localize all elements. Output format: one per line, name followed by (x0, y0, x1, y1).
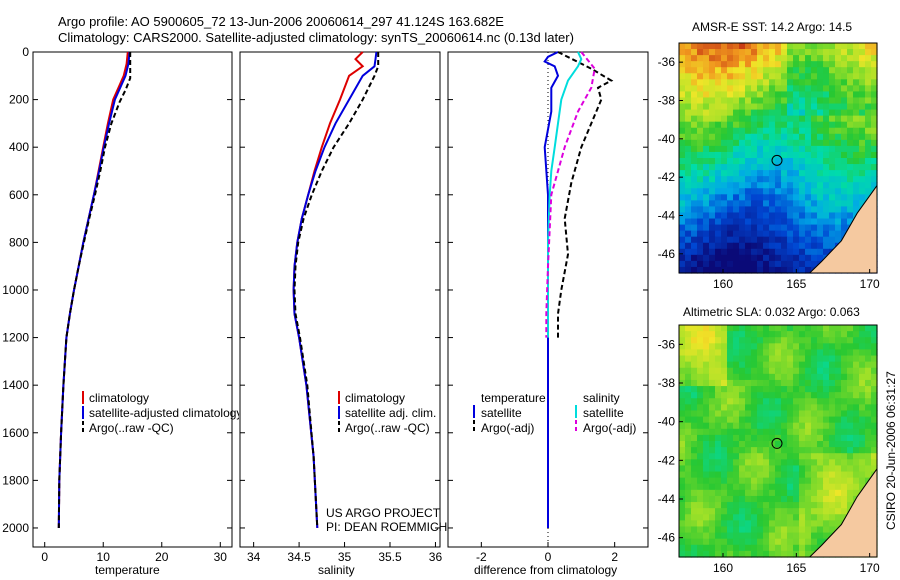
series-salinity-argo-adj- (545, 51, 596, 338)
map-y-tick-label: -38 (658, 94, 676, 108)
sla-map-panel: 160 165 170 -36 -38 -40 -42 -44 -46 (658, 324, 880, 575)
map-y-tick-label: -38 (658, 376, 676, 390)
legend-diff-salinity: salinity (583, 391, 620, 405)
x-tick-label: 0 (41, 550, 48, 564)
map-y-tick-label: -44 (658, 492, 676, 506)
y-tick-label: 200 (9, 93, 29, 107)
legend-diff-sal-satellite: satellite (583, 406, 624, 420)
y-tick-label: 400 (9, 140, 29, 154)
x-tick-label: 0 (545, 550, 552, 564)
map-y-tick-label: -36 (658, 55, 676, 69)
map-x-tick-label: 160 (713, 277, 733, 291)
map-x-tick-label: 160 (713, 561, 733, 575)
legend-diff-temperature: temperature (481, 391, 546, 405)
legend-sal-satellite: satellite adj. clim. (345, 406, 437, 420)
y-tick-label: 1000 (2, 283, 29, 297)
salinity-axis-label: salinity (318, 563, 355, 577)
map-y-tick-label: -46 (658, 531, 676, 545)
x-tick-label: -2 (476, 550, 487, 564)
map-y-tick-label: -42 (658, 170, 676, 184)
map-x-tick-label: 165 (786, 561, 806, 575)
y-tick-label: 1200 (2, 331, 29, 345)
y-tick-label: 1600 (2, 426, 29, 440)
legend-climatology: climatology (89, 391, 150, 405)
y-tick-label: 800 (9, 235, 29, 249)
salinity-panel: 34 34.5 35 35.5 36 (239, 51, 443, 564)
series-argo-raw-qc- (57, 52, 132, 529)
project-pi: PI: DEAN ROEMMICH (326, 520, 448, 534)
x-tick-label: 30 (214, 550, 228, 564)
timestamp-stamp: CSIRO 20-Jun-2006 06:31:27 (884, 371, 898, 530)
y-tick-label: 2000 (2, 521, 29, 535)
argo-location-marker (771, 154, 783, 166)
legend-diff-sal-argo: Argo(-adj) (583, 421, 637, 435)
map-y-tick-label: -40 (658, 415, 676, 429)
difference-axis-label: difference from climatology (474, 563, 618, 577)
map-y-tick-label: -40 (658, 132, 676, 146)
difference-legend (473, 405, 577, 433)
sst-map-panel: 160 165 170 -36 -38 -40 -42 -44 -46 (658, 42, 880, 291)
temperature-axis-label: temperature (95, 563, 160, 577)
header-title: Argo profile: AO 5900605_72 13-Jun-2006 … (58, 14, 504, 29)
sla-map-title: Altimetric SLA: 0.032 Argo: 0.063 (683, 305, 860, 319)
series-temperature-argo-adj- (557, 51, 614, 338)
legend-diff-temp-argo: Argo(-adj) (481, 421, 535, 435)
legend-sal-climatology: climatology (345, 391, 406, 405)
legend-diff-temp-satellite: satellite (481, 406, 522, 420)
x-tick-label: 10 (97, 550, 111, 564)
map-y-tick-label: -44 (658, 209, 676, 223)
argo-location-marker (771, 437, 783, 449)
x-tick-label: 36 (429, 550, 443, 564)
x-tick-label: 20 (155, 550, 169, 564)
y-tick-label: 1800 (2, 473, 29, 487)
x-tick-label: 2 (611, 550, 618, 564)
map-y-tick-label: -36 (658, 337, 676, 351)
legend-argo: Argo(..raw -QC) (89, 421, 174, 435)
x-tick-label: 34 (247, 550, 261, 564)
project-name: US ARGO PROJECT (326, 506, 441, 520)
difference-panel: -2 0 2 (447, 51, 649, 564)
y-tick-label: 600 (9, 188, 29, 202)
series-satellite-adjusted-climatology (57, 51, 131, 529)
legend-sal-argo: Argo(..raw -QC) (345, 421, 430, 435)
map-x-tick-label: 170 (860, 561, 880, 575)
legend-satellite-adjusted: satellite-adjusted climatology (89, 406, 239, 420)
sst-map-title: AMSR-E SST: 14.2 Argo: 14.5 (692, 20, 853, 34)
map-x-tick-label: 165 (786, 277, 806, 291)
header-subtitle: Climatology: CARS2000. Satellite-adjuste… (58, 30, 574, 45)
x-tick-label: 35.5 (378, 550, 402, 564)
map-x-tick-label: 170 (860, 277, 880, 291)
map-y-tick-label: -46 (658, 247, 676, 261)
y-tick-label: 1400 (2, 378, 29, 392)
map-y-tick-label: -42 (658, 453, 676, 467)
x-tick-label: 34.5 (287, 550, 311, 564)
temperature-panel: 0 10 20 30 0 200 400 600 800 1000 1200 1400 1600 1800… (2, 45, 233, 564)
series-argo-raw-qc- (293, 52, 380, 529)
x-tick-label: 35 (338, 550, 352, 564)
y-tick-label: 0 (22, 45, 29, 59)
